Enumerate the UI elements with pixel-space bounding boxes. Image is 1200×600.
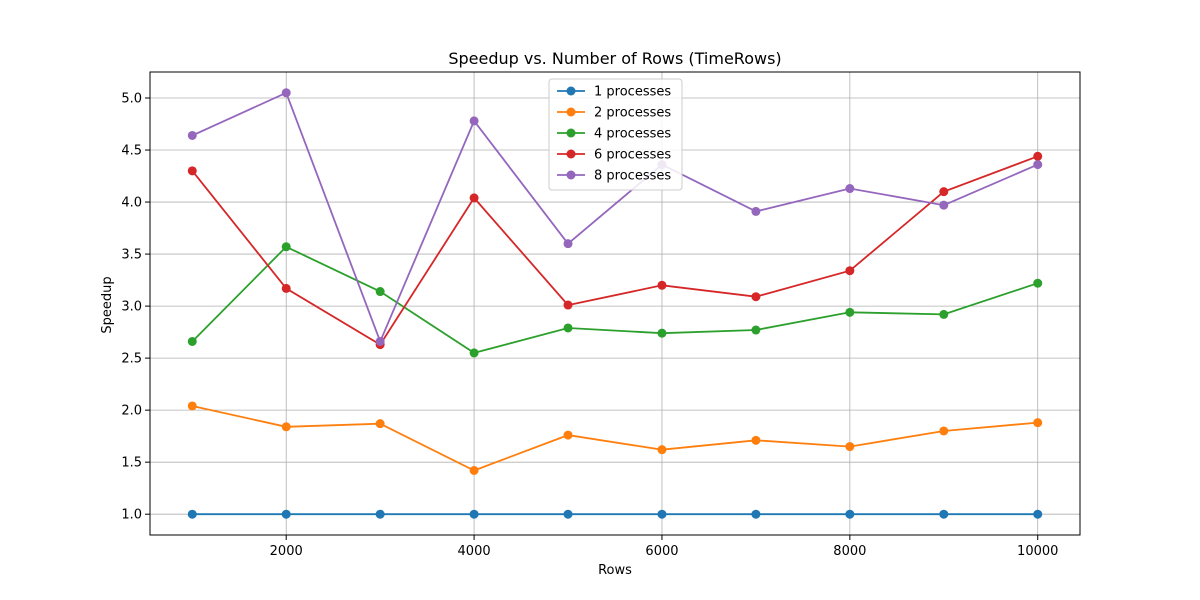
data-point: [1033, 509, 1043, 519]
data-point: [939, 426, 949, 436]
series-2: [187, 401, 1043, 475]
data-point: [375, 336, 385, 346]
data-point: [751, 509, 761, 519]
y-axis-label: Speedup: [100, 276, 115, 333]
series-3: [187, 242, 1043, 358]
data-point: [375, 419, 385, 429]
data-point: [751, 292, 761, 302]
legend-marker: [566, 86, 576, 96]
data-point: [939, 309, 949, 319]
legend-marker: [566, 149, 576, 159]
y-tick-label: 4.0: [121, 196, 142, 211]
data-point: [469, 116, 479, 126]
y-tick-label: 1.5: [121, 456, 142, 471]
data-point: [469, 465, 479, 475]
data-point: [375, 287, 385, 297]
data-point: [1033, 418, 1043, 428]
x-tick-label: 8000: [833, 544, 866, 559]
data-point: [281, 509, 291, 519]
data-point: [187, 130, 197, 140]
series-layer: [187, 88, 1043, 519]
y-tick-label: 1.0: [121, 508, 142, 523]
legend-label: 6 processes: [594, 148, 671, 163]
data-point: [187, 509, 197, 519]
data-point: [563, 323, 573, 333]
data-point: [1033, 151, 1043, 161]
data-point: [657, 280, 667, 290]
data-point: [281, 422, 291, 432]
y-tick-label: 2.5: [121, 352, 142, 367]
data-point: [187, 401, 197, 411]
series-1: [187, 509, 1043, 519]
x-tick-label: 10000: [1017, 544, 1058, 559]
data-point: [469, 193, 479, 203]
legend-item: 1 processes: [557, 85, 671, 100]
series-line: [191, 155, 1039, 346]
data-point: [845, 442, 855, 452]
legend-box: [548, 78, 683, 191]
data-point: [657, 328, 667, 338]
series-line: [191, 245, 1038, 354]
y-tick-label: 3.5: [121, 248, 142, 263]
series-line: [192, 405, 1038, 472]
data-point: [469, 348, 479, 358]
data-point: [187, 166, 197, 176]
series-line: [191, 91, 1039, 344]
data-point: [845, 307, 855, 317]
legend-item: 2 processes: [557, 106, 671, 121]
legend-label: 1 processes: [594, 85, 671, 100]
data-point: [845, 266, 855, 276]
data-point: [281, 283, 291, 293]
data-point: [563, 430, 573, 440]
legend-label: 8 processes: [594, 169, 671, 184]
legend-label: 2 processes: [594, 106, 671, 121]
data-point: [281, 88, 291, 98]
y-tick-label: 2.0: [121, 404, 142, 419]
x-axis-ticks: 2000 4000 6000 8000 10000: [270, 535, 1058, 559]
data-point: [939, 187, 949, 197]
data-point: [187, 336, 197, 346]
data-point: [939, 200, 949, 210]
data-point: [563, 300, 573, 310]
legend-marker: [566, 170, 576, 180]
data-point: [751, 206, 761, 216]
legend-item: 6 processes: [557, 148, 671, 163]
data-point: [469, 509, 479, 519]
y-tick-label: 4.5: [121, 144, 142, 159]
legend-marker: [566, 107, 576, 117]
y-axis-ticks: 1.0 1.5 2.0 2.5 3.0 3.5 4.0 4.5 5.0: [121, 92, 150, 523]
data-point: [845, 184, 855, 194]
y-tick-label: 3.0: [121, 300, 142, 315]
data-point: [845, 509, 855, 519]
data-point: [751, 325, 761, 335]
x-tick-label: 2000: [270, 544, 303, 559]
data-point: [751, 435, 761, 445]
legend: 1 processes 2 processes 4 processes 6 proce…: [548, 78, 683, 191]
series-4: [187, 151, 1043, 350]
data-point: [375, 509, 385, 519]
data-point: [657, 509, 667, 519]
data-point: [1033, 278, 1043, 288]
legend-label: 4 processes: [594, 127, 671, 142]
legend-marker: [566, 128, 576, 138]
data-point: [1033, 160, 1043, 170]
plot-area-frame: [149, 71, 1081, 536]
data-point: [563, 509, 573, 519]
legend-item: 4 processes: [557, 127, 671, 142]
chart-title: Speedup vs. Number of Rows (TimeRows): [448, 49, 781, 68]
x-tick-label: 6000: [645, 544, 678, 559]
x-tick-label: 4000: [458, 544, 491, 559]
data-point: [281, 242, 291, 252]
legend-item: 8 processes: [557, 169, 671, 184]
data-point: [939, 509, 949, 519]
data-point: [657, 445, 667, 455]
x-axis-label: Rows: [598, 563, 632, 578]
data-point: [563, 239, 573, 249]
y-tick-label: 5.0: [121, 92, 142, 107]
